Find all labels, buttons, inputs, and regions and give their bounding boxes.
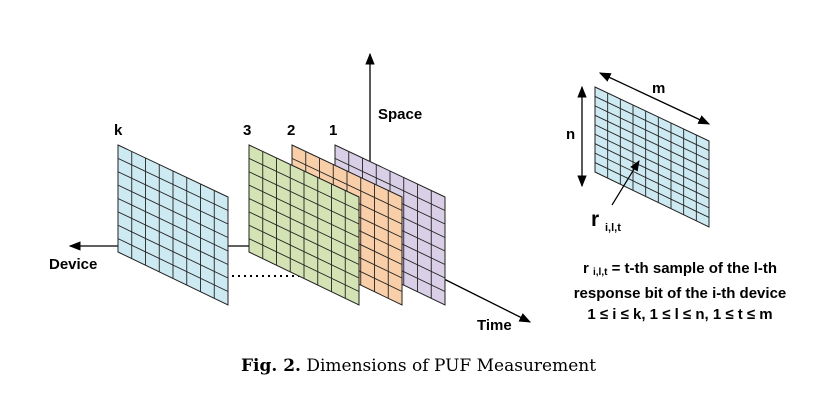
detail-grid-grid-line	[594, 124, 710, 180]
r-element-subscript: i,l,t	[605, 222, 621, 234]
detail-grid-face	[594, 86, 710, 228]
layer-k-grid-grid-line	[117, 211, 229, 265]
time-axis-label: Time	[477, 317, 512, 334]
detail-grid	[594, 86, 710, 228]
layer-3-grid-grid-line	[248, 184, 360, 238]
layer-k-grid-grid-line	[117, 157, 229, 211]
figure-caption: Fig. 2. Dimensions of PUF Measurement	[240, 356, 597, 376]
layer-k-grid-grid-line	[117, 238, 229, 292]
layer-3-grid	[248, 144, 360, 306]
detail-grid-grid-line	[594, 162, 710, 218]
layer-k-grid	[117, 144, 229, 306]
r-pointer-arrow	[611, 160, 640, 206]
m-dimension-arrow	[598, 72, 711, 125]
layer-k-grid-grid-line	[117, 224, 229, 279]
layer-k-grid-grid-line	[117, 198, 229, 252]
m-dimension-label: m	[652, 80, 665, 97]
space-axis-label: Space	[378, 106, 422, 123]
layer-k-label: k	[114, 122, 123, 139]
layer-3-grid-grid-line	[248, 171, 360, 225]
legend-text: r i,l,t = t-th sample of the l-th respon…	[520, 258, 837, 325]
layer-3-label: 3	[243, 122, 251, 139]
layer-k-grid-grid-line	[117, 171, 229, 225]
layer-3-grid-grid-line	[248, 224, 360, 279]
n-dimension-label: n	[566, 126, 575, 143]
layer-3-grid-grid-line	[248, 238, 360, 292]
legend-line-3: 1 ≤ i ≤ k, 1 ≤ l ≤ n, 1 ≤ t ≤ m	[587, 306, 773, 323]
time-axis	[429, 271, 532, 323]
detail-grid-grid-line	[594, 143, 710, 199]
legend-line-2: response bit of the i-th device	[573, 285, 787, 302]
layer-2-grid-grid-line	[291, 157, 403, 211]
detail-grid-grid-line	[594, 133, 710, 190]
layer-1-grid-grid-line	[334, 157, 446, 211]
layer-3-grid-grid-line	[248, 198, 360, 252]
layer-2-label: 2	[287, 122, 295, 139]
device-axis-label: Device	[49, 256, 97, 273]
layer-1-label: 1	[329, 122, 337, 139]
r-element-label: r	[591, 208, 599, 231]
layer-k-grid-grid-line	[117, 184, 229, 238]
detail-grid-grid-line	[594, 152, 710, 209]
layer-3-grid-grid-line	[248, 211, 360, 265]
layer-3-grid-grid-line	[248, 157, 360, 211]
legend-line-1: r i,l,t = t-th sample of the l-th	[582, 260, 778, 278]
